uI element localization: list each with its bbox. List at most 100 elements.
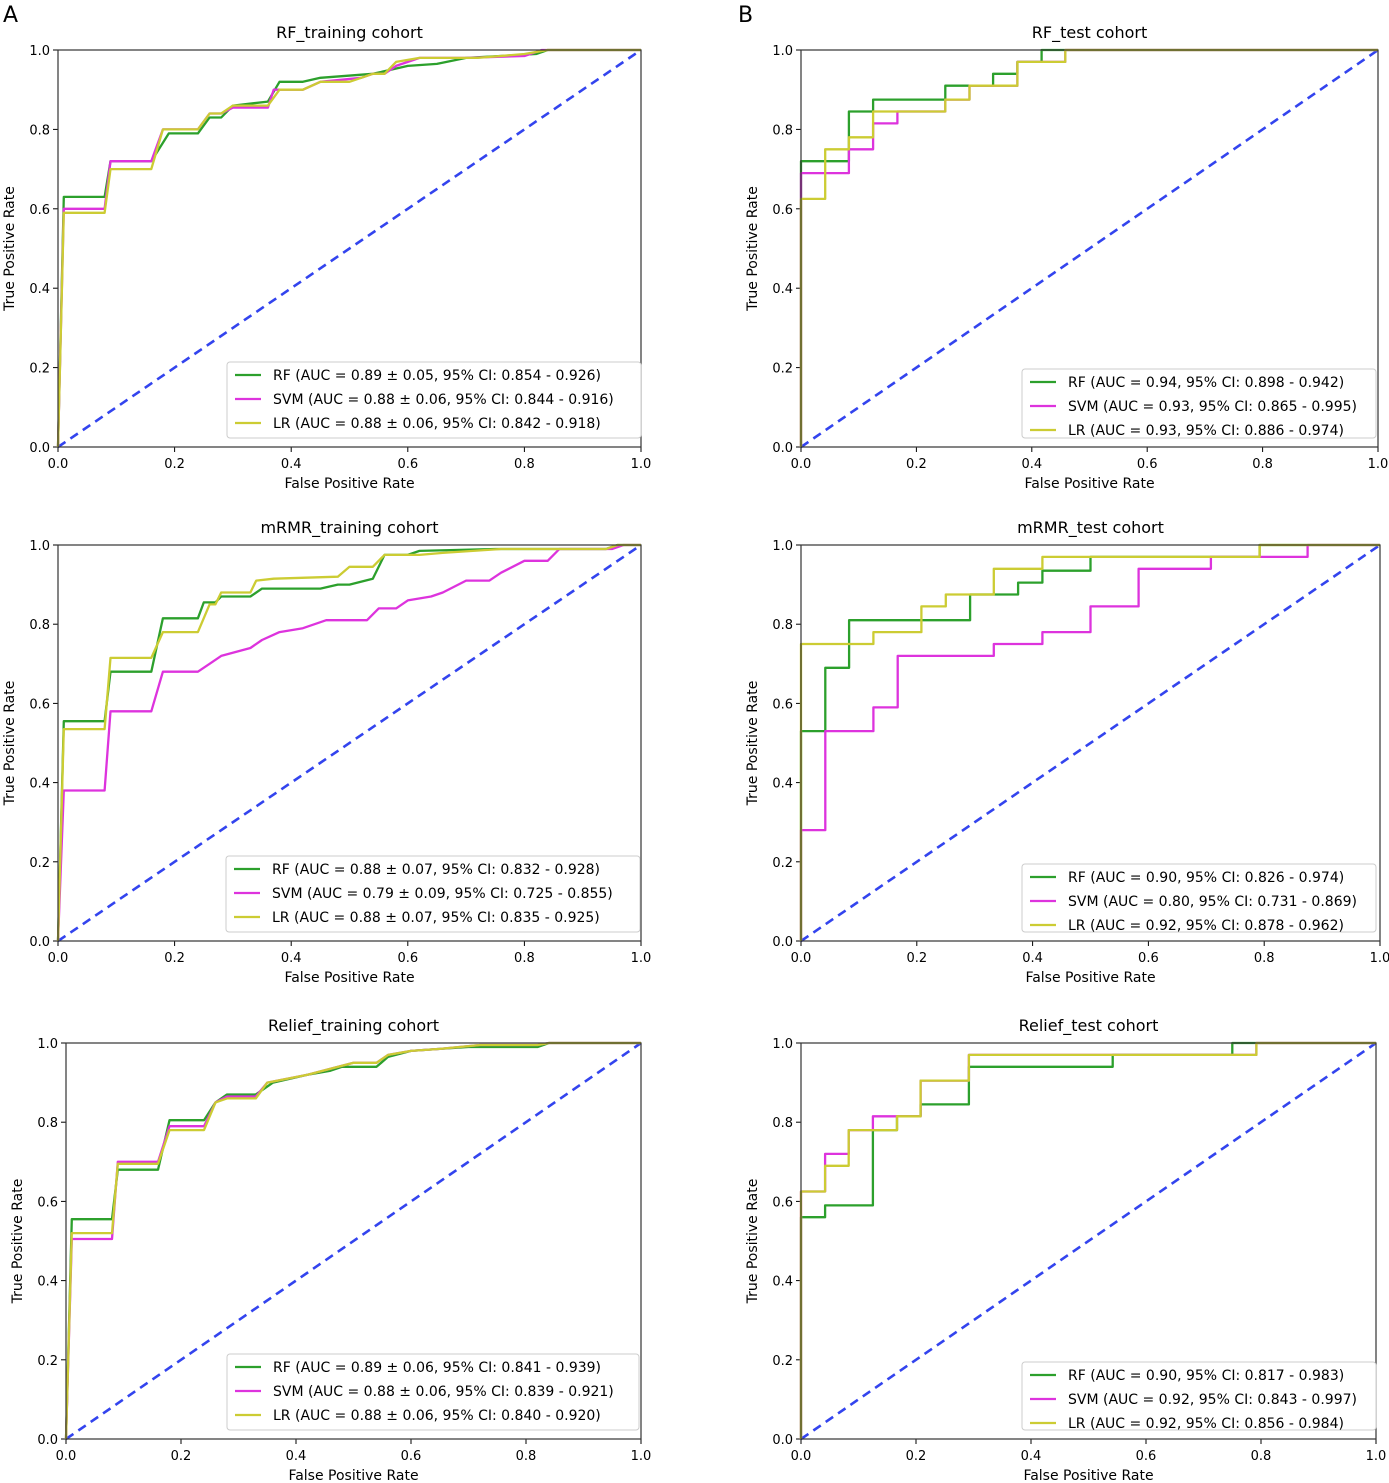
- x-tick-label: 0.2: [906, 1449, 927, 1464]
- legend-label-svm: SVM (AUC = 0.92, 95% CI: 0.843 - 0.997): [1068, 1392, 1357, 1408]
- chart-title: RF_training cohort: [276, 23, 423, 43]
- panel-label-a: A: [3, 3, 18, 28]
- plot-frame: [65, 1042, 642, 1440]
- x-tick-label: 0.4: [281, 457, 302, 472]
- x-tick-label: 0.8: [514, 951, 535, 966]
- y-tick-label: 1.0: [29, 44, 50, 59]
- y-tick-label: 0.0: [772, 441, 793, 456]
- y-tick-label: 1.0: [772, 44, 793, 59]
- y-tick-label: 0.2: [772, 362, 793, 377]
- roc-line-lr: [56, 543, 641, 942]
- x-tick-label: 0.6: [397, 457, 418, 472]
- y-tick-label: 0.4: [29, 282, 50, 297]
- y-tick-label: 0.8: [37, 1116, 58, 1131]
- legend-label-svm: SVM (AUC = 0.93, 95% CI: 0.865 - 0.995): [1068, 399, 1357, 415]
- y-tick-label: 0.2: [772, 1354, 793, 1369]
- x-tick-label: 0.2: [171, 1449, 192, 1464]
- x-tick-label: 0.8: [514, 457, 535, 472]
- x-tick-label: 0.6: [401, 1449, 422, 1464]
- chart-title: mRMR_training cohort: [260, 518, 438, 538]
- x-tick-label: 0.0: [48, 951, 69, 966]
- legend-box: [225, 855, 641, 933]
- y-tick-label: 1.0: [772, 1037, 793, 1052]
- roc-chart-0: RF_training cohort False Positive Rate Tru…: [2, 23, 651, 492]
- legend-label-svm: SVM (AUC = 0.79 ± 0.09, 95% CI: 0.725 - …: [272, 886, 613, 902]
- roc-line-lr: [799, 543, 1380, 941]
- y-tick-label: 0.8: [29, 123, 50, 138]
- chart-title: mRMR_test cohort: [1017, 518, 1164, 538]
- legend-label-rf: RF (AUC = 0.90, 95% CI: 0.817 - 0.983): [1068, 1368, 1344, 1384]
- legend-label-rf: RF (AUC = 0.90, 95% CI: 0.826 - 0.974): [1068, 870, 1344, 886]
- x-axis-label: False Positive Rate: [1024, 476, 1154, 492]
- plot-frame: [800, 1042, 1377, 1440]
- legend: RF (AUC = 0.89 ± 0.05, 95% CI: 0.854 - 0…: [226, 361, 642, 439]
- roc-line-lr: [799, 48, 1378, 447]
- chart-title: Relief_test cohort: [1019, 1016, 1159, 1036]
- legend-label-svm: SVM (AUC = 0.88 ± 0.06, 95% CI: 0.839 - …: [273, 1384, 614, 1400]
- x-axis-label: False Positive Rate: [1025, 970, 1155, 986]
- y-axis-label: True Positive Rate: [745, 1179, 761, 1305]
- chance-diagonal-line: [800, 48, 1379, 449]
- y-axis-label: True Positive Rate: [2, 681, 18, 807]
- y-tick-label: 0.4: [772, 282, 793, 297]
- x-tick-label: 1.0: [1370, 951, 1389, 966]
- legend: RF (AUC = 0.90, 95% CI: 0.817 - 0.983) SV…: [1021, 1361, 1377, 1432]
- x-tick-label: 1.0: [631, 457, 652, 472]
- charts-layer: RF_training cohort False Positive Rate Tru…: [2, 23, 1389, 1483]
- chance-diagonal-line: [800, 543, 1381, 943]
- y-tick-label: 0.4: [37, 1275, 58, 1290]
- y-tick-label: 0.2: [37, 1354, 58, 1369]
- legend-label-lr: LR (AUC = 0.88 ± 0.07, 95% CI: 0.835 - 0…: [272, 910, 600, 926]
- legend-label-lr: LR (AUC = 0.93, 95% CI: 0.886 - 0.974): [1068, 423, 1344, 439]
- legend-label-lr: LR (AUC = 0.88 ± 0.06, 95% CI: 0.840 - 0…: [273, 1408, 601, 1424]
- y-axis-label: True Positive Rate: [10, 1179, 26, 1305]
- legend-box: [1021, 368, 1377, 439]
- y-tick-label: 0.4: [772, 777, 793, 792]
- chart-title: RF_test cohort: [1032, 23, 1148, 43]
- plot-frame: [57, 544, 642, 942]
- x-tick-label: 0.6: [1137, 457, 1158, 472]
- roc-line-rf: [56, 543, 641, 942]
- legend: RF (AUC = 0.90, 95% CI: 0.826 - 0.974) SV…: [1021, 863, 1377, 934]
- y-tick-label: 0.0: [37, 1433, 58, 1448]
- x-axis-label: False Positive Rate: [284, 476, 414, 492]
- plot-frame: [57, 49, 642, 448]
- x-tick-label: 0.8: [1251, 1449, 1272, 1464]
- legend-label-rf: RF (AUC = 0.94, 95% CI: 0.898 - 0.942): [1068, 375, 1344, 391]
- plot-frame: [800, 544, 1381, 942]
- legend-label-lr: LR (AUC = 0.88 ± 0.06, 95% CI: 0.842 - 0…: [273, 416, 601, 432]
- x-tick-label: 0.8: [516, 1449, 537, 1464]
- y-tick-label: 0.2: [29, 856, 50, 871]
- x-tick-label: 1.0: [631, 951, 652, 966]
- roc-chart-3: mRMR_test cohort False Positive Rate True …: [745, 518, 1389, 986]
- plot-frame: [800, 49, 1379, 448]
- x-tick-label: 0.4: [1021, 457, 1042, 472]
- y-tick-label: 0.8: [772, 1116, 793, 1131]
- y-tick-label: 0.6: [772, 203, 793, 218]
- legend-label-svm: SVM (AUC = 0.80, 95% CI: 0.731 - 0.869): [1068, 894, 1357, 910]
- x-tick-label: 0.0: [48, 457, 69, 472]
- x-tick-label: 0.2: [164, 951, 185, 966]
- y-tick-label: 0.0: [29, 935, 50, 950]
- y-tick-label: 0.8: [772, 618, 793, 633]
- x-tick-label: 0.6: [1138, 951, 1159, 966]
- chance-diagonal-line: [57, 543, 642, 943]
- legend: RF (AUC = 0.94, 95% CI: 0.898 - 0.942) SV…: [1021, 368, 1377, 439]
- legend-label-lr: LR (AUC = 0.92, 95% CI: 0.856 - 0.984): [1068, 1416, 1344, 1432]
- y-tick-label: 0.6: [29, 697, 50, 712]
- roc-line-svm: [799, 543, 1380, 941]
- x-tick-label: 0.0: [791, 457, 812, 472]
- legend-label-svm: SVM (AUC = 0.88 ± 0.06, 95% CI: 0.844 - …: [273, 392, 614, 408]
- x-tick-label: 0.2: [906, 457, 927, 472]
- y-tick-label: 0.0: [772, 1433, 793, 1448]
- legend-box: [1021, 1361, 1377, 1431]
- y-tick-label: 0.6: [29, 203, 50, 218]
- y-axis-label: True Positive Rate: [2, 186, 18, 312]
- x-tick-label: 0.0: [56, 1449, 77, 1464]
- x-tick-label: 0.2: [906, 951, 927, 966]
- y-tick-label: 0.2: [772, 856, 793, 871]
- roc-line-lr: [799, 1041, 1376, 1439]
- y-tick-label: 0.8: [772, 123, 793, 138]
- x-tick-label: 0.2: [164, 457, 185, 472]
